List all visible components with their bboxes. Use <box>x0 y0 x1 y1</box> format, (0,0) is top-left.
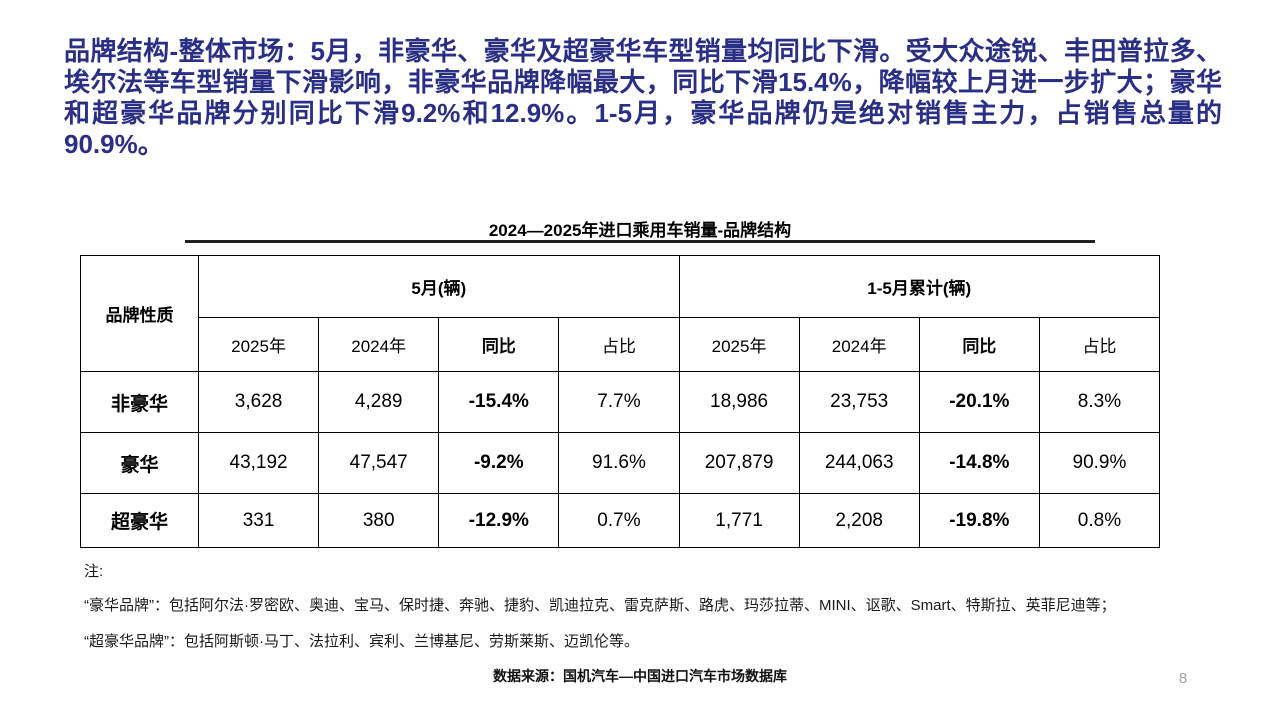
sub-header-share: 占比 <box>558 317 680 372</box>
table-title-underline <box>185 240 1095 243</box>
sub-header-yoy-cum: 同比 <box>918 317 1040 372</box>
cell-yoy: -19.8% <box>918 493 1040 548</box>
page-number: 8 <box>1178 670 1188 687</box>
cell-share: 91.6% <box>558 432 680 494</box>
note-luxury-brands: “豪华品牌”：包括阿尔法·罗密欧、奥迪、宝马、保时捷、奔驰、捷豹、凯迪拉克、雷克… <box>84 597 1116 614</box>
slide-headline: 品牌结构-整体市场：5月，非豪华、豪华及超豪华车型销量均同比下滑。受大众途锐、丰… <box>64 36 1222 159</box>
sub-header-2025-cum: 2025年 <box>678 317 800 372</box>
cell-value: 23,753 <box>798 371 920 433</box>
row-label: 超豪华 <box>80 493 199 548</box>
cell-yoy: -9.2% <box>438 432 560 494</box>
notes-label: 注: <box>84 563 104 580</box>
cell-share: 0.7% <box>558 493 680 548</box>
table-row-non-luxury: 非豪华 3,628 4,289 -15.4% 7.7% 18,986 23,75… <box>80 371 1161 433</box>
cell-value: 380 <box>318 493 440 548</box>
sub-header-2024: 2024年 <box>318 317 440 372</box>
group-header-cumulative: 1-5月累计(辆) <box>678 255 1160 318</box>
notes-block: 注: “豪华品牌”：包括阿尔法·罗密欧、奥迪、宝马、保时捷、奔驰、捷豹、凯迪拉克… <box>84 560 1199 666</box>
cell-share: 90.9% <box>1038 432 1161 494</box>
cell-value: 47,547 <box>318 432 440 494</box>
sub-header-2024-cum: 2024年 <box>798 317 920 372</box>
cell-value: 3,628 <box>197 371 320 433</box>
table-title: 2024—2025年进口乘用车销量-品牌结构 <box>488 221 792 240</box>
sub-header-share-cum: 占比 <box>1038 317 1161 372</box>
row-label: 豪华 <box>80 432 199 494</box>
cell-yoy: -14.8% <box>918 432 1040 494</box>
data-source: 数据来源：国机汽车—中国进口汽车市场数据库 <box>493 668 787 684</box>
cell-value: 4,289 <box>318 371 440 433</box>
cell-value: 331 <box>197 493 320 548</box>
cell-share: 0.8% <box>1038 493 1161 548</box>
table-row-luxury: 豪华 43,192 47,547 -9.2% 91.6% 207,879 244… <box>80 432 1161 494</box>
sub-header-2025: 2025年 <box>197 317 320 372</box>
cell-value: 1,771 <box>678 493 800 548</box>
sales-table: 品牌性质 5月(辆) 1-5月累计(辆) 2025年 2024年 同比 占比 2… <box>80 255 1161 548</box>
table-row-super-luxury: 超豪华 331 380 -12.9% 0.7% 1,771 2,208 -19.… <box>80 493 1161 548</box>
table-group-header-row: 品牌性质 5月(辆) 1-5月累计(辆) <box>80 255 1160 372</box>
cell-value: 2,208 <box>798 493 920 548</box>
cell-yoy: -12.9% <box>438 493 560 548</box>
cell-yoy: -20.1% <box>918 371 1040 433</box>
cell-yoy: -15.4% <box>438 371 560 433</box>
cell-share: 8.3% <box>1038 371 1161 433</box>
note-super-luxury-brands: “超豪华品牌”：包括阿斯顿·马丁、法拉利、宾利、兰博基尼、劳斯莱斯、迈凯伦等。 <box>84 633 639 650</box>
cell-share: 7.7% <box>558 371 680 433</box>
group-header-may: 5月(辆) <box>198 255 680 318</box>
cell-value: 207,879 <box>678 432 800 494</box>
cell-value: 18,986 <box>678 371 800 433</box>
sub-header-yoy: 同比 <box>438 317 560 372</box>
cell-value: 43,192 <box>197 432 320 494</box>
corner-header-cell: 品牌性质 <box>80 255 199 372</box>
table-sub-header-row: 2025年 2024年 同比 占比 2025年 2024年 同比 占比 <box>81 317 1161 372</box>
cell-value: 244,063 <box>798 432 920 494</box>
row-label: 非豪华 <box>80 371 199 433</box>
